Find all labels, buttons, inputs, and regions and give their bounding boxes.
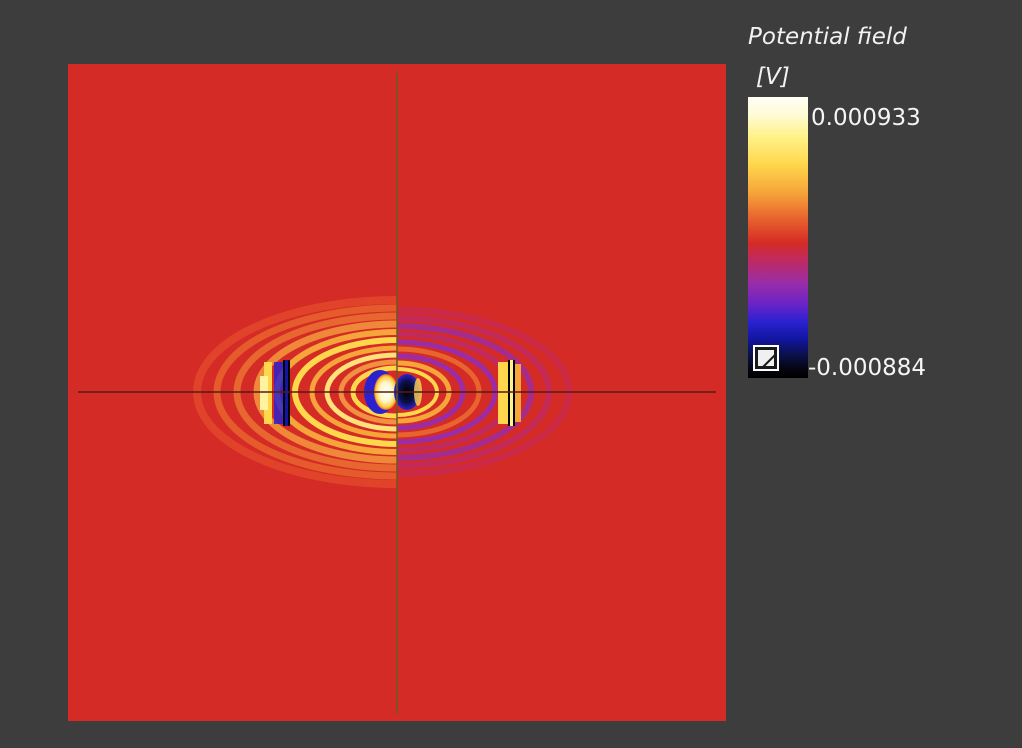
legend-unit: [V] — [756, 64, 790, 90]
electrode-right — [498, 360, 521, 426]
legend-title: Potential field — [748, 24, 907, 50]
colorbar — [748, 97, 808, 378]
electrode-left — [260, 360, 290, 426]
colorbar-min-label: -0.000884 — [808, 355, 927, 381]
colorbar-max-label: 0.000933 — [811, 105, 921, 131]
field-render — [68, 64, 726, 721]
range-toggle-button[interactable] — [753, 345, 779, 371]
potential-field-plot[interactable] — [68, 64, 726, 721]
diagonal-slash-icon — [758, 350, 776, 368]
